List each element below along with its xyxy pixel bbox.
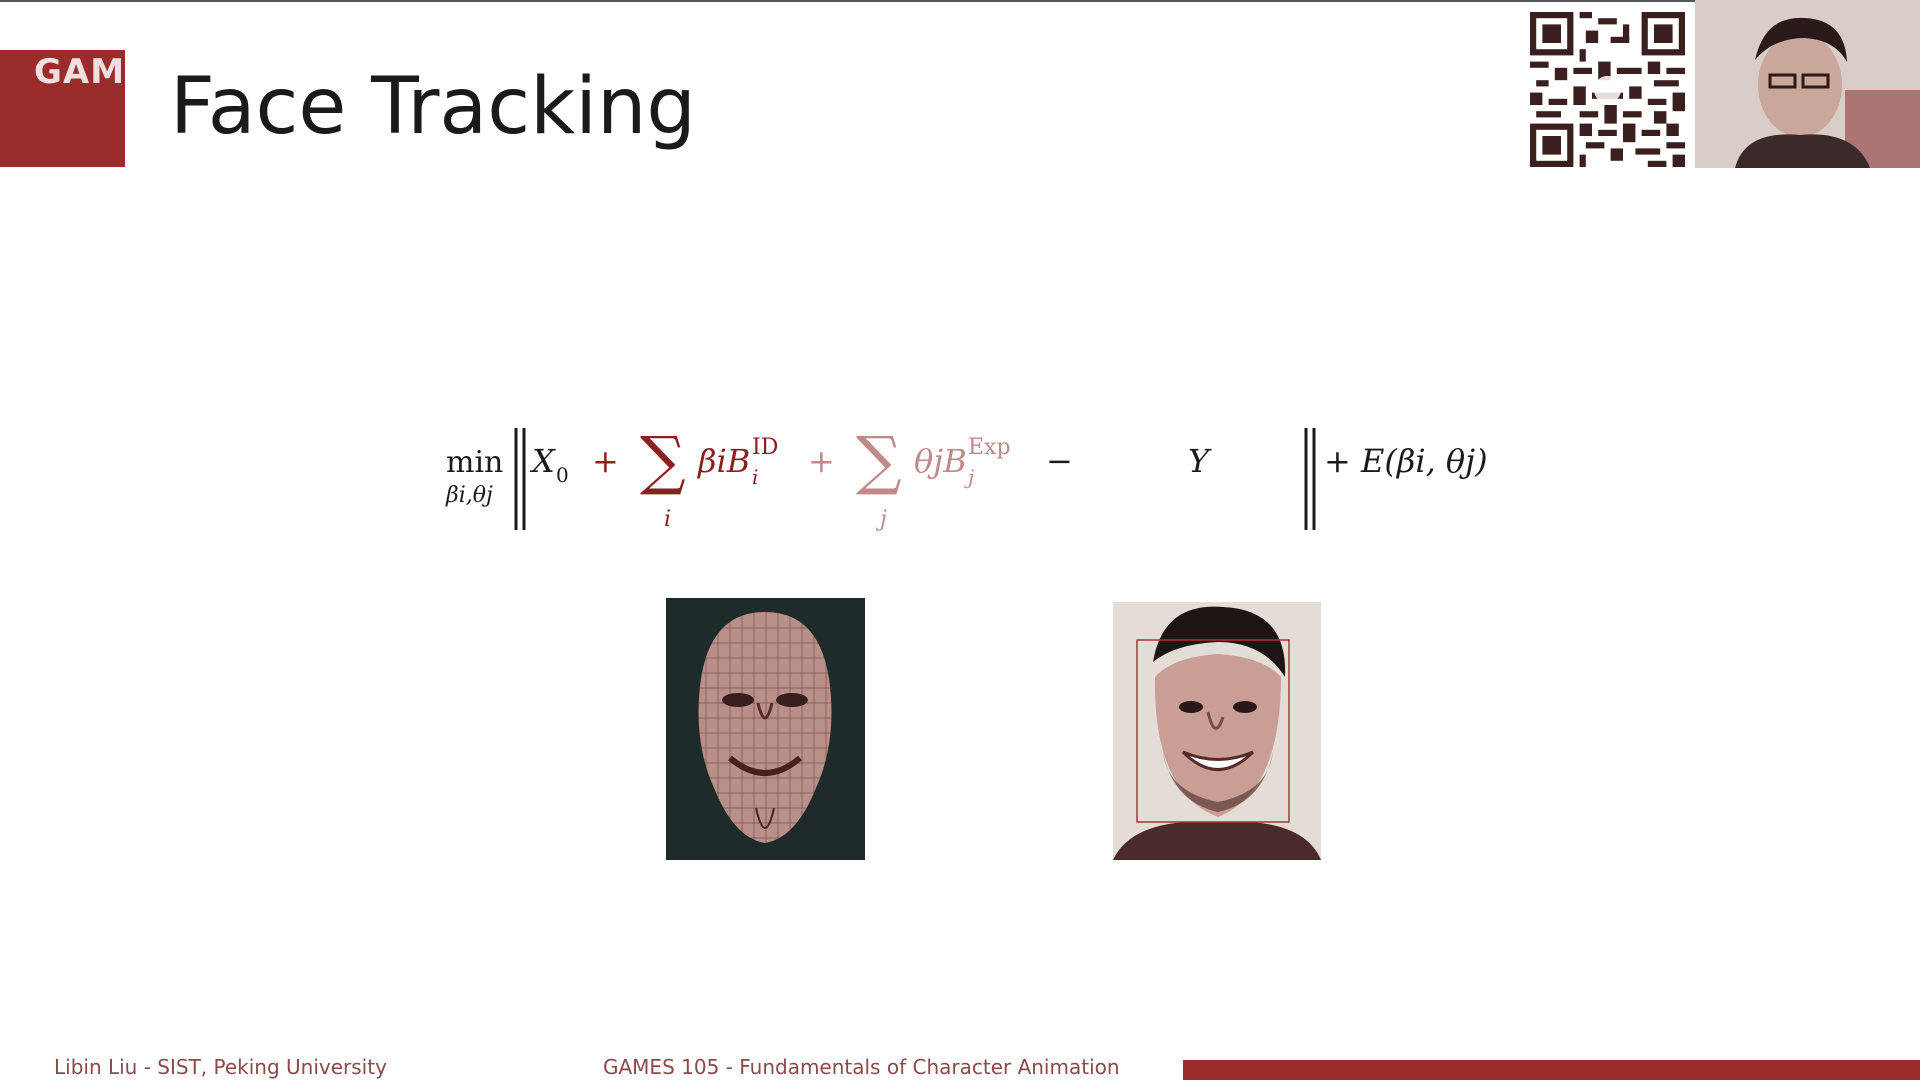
corner-accent-block [0, 50, 125, 167]
formula-sum-i-sub: i [664, 507, 671, 532]
formula-sum-j-sub: j [875, 507, 887, 532]
formula-x0-sub: 0 [556, 463, 569, 487]
face-tracking-formula: min βi,θj X 0 + ∑ i βiB ID i + ∑ j θjB E… [445, 424, 1488, 532]
course-logo-label: GAME [34, 52, 124, 92]
footer-author: Libin Liu - SIST, Peking University [54, 1055, 387, 1079]
formula-y: Y [1188, 442, 1212, 480]
top-border-line [0, 0, 1920, 2]
formula-sum-j: ∑ [856, 424, 902, 498]
formula-beta-b: βiB [697, 442, 750, 480]
footer-course: GAMES 105 - Fundamentals of Character An… [603, 1055, 1120, 1079]
slide-title: Face Tracking [170, 62, 696, 152]
face-photo-image [1113, 602, 1321, 860]
footer-accent-bar [1183, 1060, 1920, 1080]
formula-theta-b: θjB [914, 442, 967, 480]
face-mesh-image [666, 598, 865, 860]
formula-min: min [446, 445, 503, 480]
formula-sum-i: ∑ [640, 424, 686, 498]
formula-min-sub: βi,θj [445, 483, 493, 508]
formula-energy: + E(βi, θj) [1324, 442, 1488, 480]
formula-plus-2: + [808, 442, 835, 480]
presenter-webcam [1695, 0, 1920, 168]
formula-id-sup: ID [752, 435, 778, 460]
formula-plus-1: + [592, 442, 619, 480]
formula-id-sub: i [752, 465, 758, 489]
formula-exp-sup: Exp [968, 435, 1011, 460]
qr-code-icon [1530, 12, 1685, 167]
formula-exp-sub: j [964, 465, 974, 489]
formula-minus: − [1046, 442, 1073, 480]
formula-x0: X [529, 442, 556, 480]
